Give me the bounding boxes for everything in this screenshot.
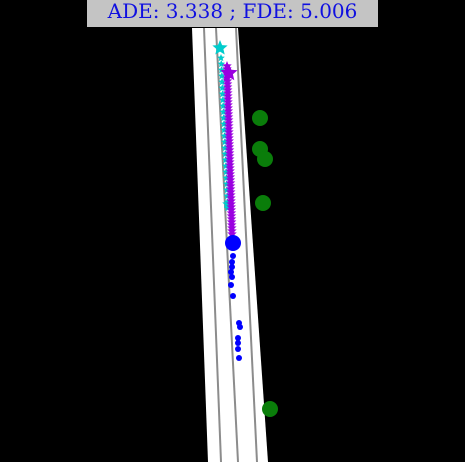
lane-line-left [203,27,222,462]
predicted-trajectory [220,61,238,238]
ground-truth-point [217,54,225,62]
history-point [229,259,235,265]
neighbor-agent [257,151,273,167]
ground-truth-point [221,156,230,164]
ground-truth-point [217,60,226,68]
history-point [228,282,234,288]
history-trajectory [228,253,243,361]
history-point [228,269,234,275]
history-point [229,264,235,270]
ground-truth-point [222,180,231,188]
history-point [229,274,235,280]
lane-line-right [235,27,258,462]
history-point [235,335,241,341]
history-point [235,340,241,346]
ground-truth-point [218,78,226,86]
ground-truth-point [221,138,229,146]
history-point [236,355,242,361]
agent-current-position [225,235,241,251]
history-point [237,324,243,330]
ground-truth-point [220,120,228,128]
neighbor-agent [255,195,271,211]
history-point [230,293,236,299]
ground-truth-point [222,199,232,208]
ground-truth-point [219,102,227,110]
metrics-label: ADE: 3.338 ; FDE: 5.006 [87,0,378,27]
ground-truth-point [222,162,230,170]
neighbor-agent [262,401,278,417]
neighbor-agent [252,110,268,126]
ground-truth-point [212,40,228,55]
ground-truth-point [219,96,227,104]
history-point [235,346,241,352]
history-point [230,253,236,259]
